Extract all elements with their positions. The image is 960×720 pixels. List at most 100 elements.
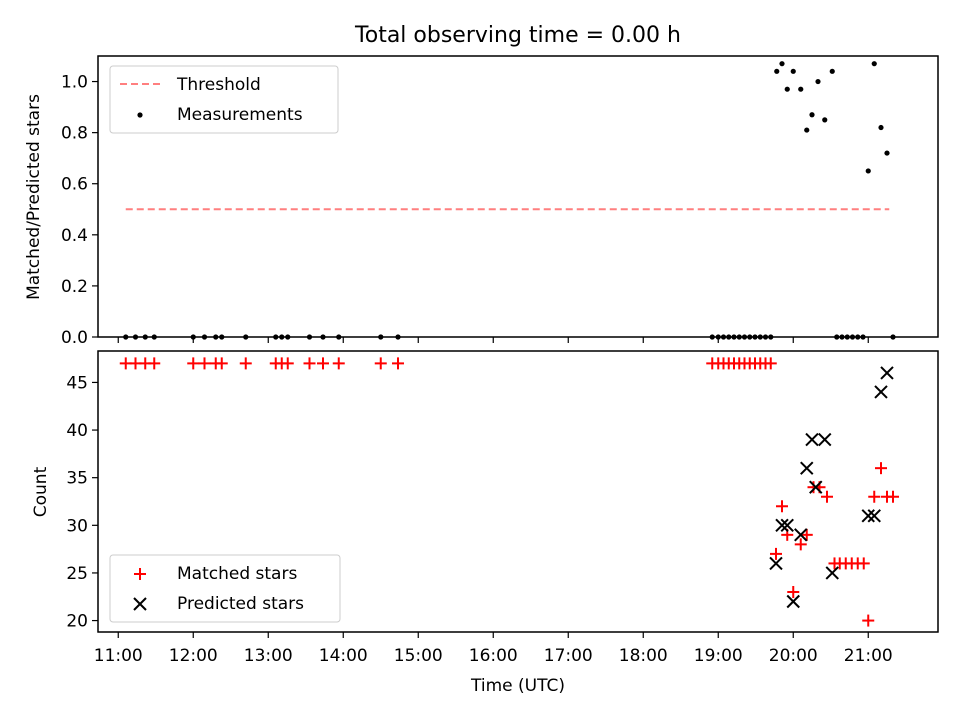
matched-star-point (215, 357, 228, 370)
measurement-point (798, 86, 804, 92)
top-y-tick-label: 0.6 (61, 175, 88, 195)
top-y-axis-label: Matched/Predicted stars (24, 94, 44, 300)
bottom-y-tick-label: 35 (66, 469, 88, 489)
matched-star-point (794, 538, 807, 551)
x-tick-label: 20:00 (769, 646, 818, 666)
matched-star-point (821, 490, 833, 503)
top-y-tick-label: 0.4 (61, 226, 88, 246)
predicted-star-point (786, 594, 800, 609)
predicted-star-point (775, 518, 789, 533)
predicted-star-point (880, 366, 894, 380)
predicted-stars-legend-label: Predicted stars (177, 594, 304, 614)
x-tick-label: 16:00 (469, 646, 518, 666)
top-y-axis: 0.0 0.2 0.4 0.6 0.8 1.0 (61, 73, 98, 348)
matched-star-point (374, 357, 387, 370)
top-legend-box (109, 65, 339, 134)
predicted-star-point (825, 566, 839, 580)
predicted-star-point (861, 509, 875, 523)
x-tick-label: 17:00 (544, 646, 593, 666)
measurement-point (779, 61, 785, 67)
matched-star-point (857, 557, 870, 570)
top-legend: Threshold Measurements (109, 65, 339, 134)
measurement-point (790, 68, 796, 74)
measurement-point (815, 78, 821, 85)
x-axis-label: Time (UTC) (470, 676, 565, 696)
x-tick-label: 19:00 (694, 646, 743, 666)
matched-star-point (875, 462, 887, 475)
bottom-panel: 20 25 30 35 40 45 11:00 12:00 13:00 14:00 15:00 16… (31, 350, 939, 696)
predicted-stars-series (769, 366, 894, 609)
bottom-plot-frame (97, 350, 939, 633)
predicted-star-point (809, 480, 823, 494)
measurement-point (774, 68, 780, 74)
bottom-y-axis: 20 25 30 35 40 45 (66, 373, 98, 632)
bottom-y-tick-label: 45 (66, 373, 88, 393)
matched-star-point (239, 357, 252, 370)
x-tick-label: 13:00 (244, 646, 293, 666)
matched-star-point (392, 357, 404, 370)
bottom-y-tick-label: 30 (66, 516, 88, 536)
measurement-point (804, 127, 810, 133)
matched-star-point (148, 357, 161, 370)
top-y-tick-label: 0.0 (61, 328, 88, 348)
measurement-point (809, 112, 815, 118)
top-plot-frame (97, 55, 939, 338)
bottom-legend: Matched stars Predicted stars (109, 554, 341, 623)
top-panel: 0.0 0.2 0.4 0.6 0.8 1.0 Matched/Predicted sta… (24, 55, 939, 348)
matched-star-point (281, 357, 294, 370)
measurement-point (822, 117, 828, 123)
x-tick-label: 21:00 (844, 646, 893, 666)
matched-star-point (800, 528, 813, 541)
predicted-star-point (769, 556, 783, 571)
measurements-legend-label: Measurements (177, 105, 303, 125)
predicted-star-point (794, 528, 808, 542)
matched-star-point (187, 357, 200, 370)
matched-star-point (862, 614, 875, 627)
x-tick-label: 15:00 (394, 646, 443, 666)
matched-star-point (787, 585, 800, 598)
bottom-y-tick-label: 25 (66, 564, 88, 584)
measurement-point (871, 61, 877, 67)
threshold-legend-label: Threshold (176, 75, 261, 95)
x-tick-label: 18:00 (619, 646, 668, 666)
matched-star-point (868, 490, 881, 503)
bottom-x-axis: 11:00 12:00 13:00 14:00 15:00 16:00 17:00 18:00… (94, 632, 893, 666)
top-x-ticks (117, 337, 869, 343)
matched-star-point (303, 357, 316, 370)
x-tick-label: 14:00 (319, 646, 368, 666)
top-y-tick-label: 1.0 (61, 73, 88, 93)
matched-stars-legend-swatch (134, 568, 146, 580)
bottom-y-tick-label: 20 (66, 612, 88, 632)
predicted-star-point (780, 518, 794, 533)
matched-stars-legend-label: Matched stars (177, 564, 297, 584)
matched-stars-series (119, 357, 899, 627)
bottom-y-axis-label: Count (31, 466, 51, 517)
matched-star-point (776, 500, 788, 513)
predicted-star-point (874, 385, 888, 399)
chart-title: Total observing time = 0.00 h (354, 23, 681, 48)
measurement-point (878, 124, 884, 131)
matched-star-point (317, 357, 329, 370)
predicted-star-point (800, 461, 814, 475)
matched-star-point (332, 357, 345, 370)
matched-star-point (198, 357, 211, 370)
x-tick-label: 11:00 (94, 646, 143, 666)
bottom-y-tick-label: 40 (66, 421, 88, 441)
measurement-point (784, 86, 790, 92)
measurement-point (829, 68, 835, 74)
matched-star-point (887, 490, 899, 503)
top-y-tick-label: 0.2 (61, 277, 88, 297)
predicted-star-point (805, 432, 819, 447)
measurement-point (884, 150, 890, 156)
top-y-tick-label: 0.8 (61, 124, 88, 144)
measurement-point (865, 168, 871, 174)
measurements-legend-swatch (137, 112, 143, 118)
x-tick-label: 12:00 (169, 646, 218, 666)
predicted-star-point (818, 432, 832, 447)
bottom-legend-box (109, 554, 341, 623)
matched-star-point (764, 357, 777, 370)
predicted-star-point (867, 509, 881, 523)
matched-star-point (770, 547, 782, 560)
predicted-stars-legend-swatch (133, 597, 147, 611)
